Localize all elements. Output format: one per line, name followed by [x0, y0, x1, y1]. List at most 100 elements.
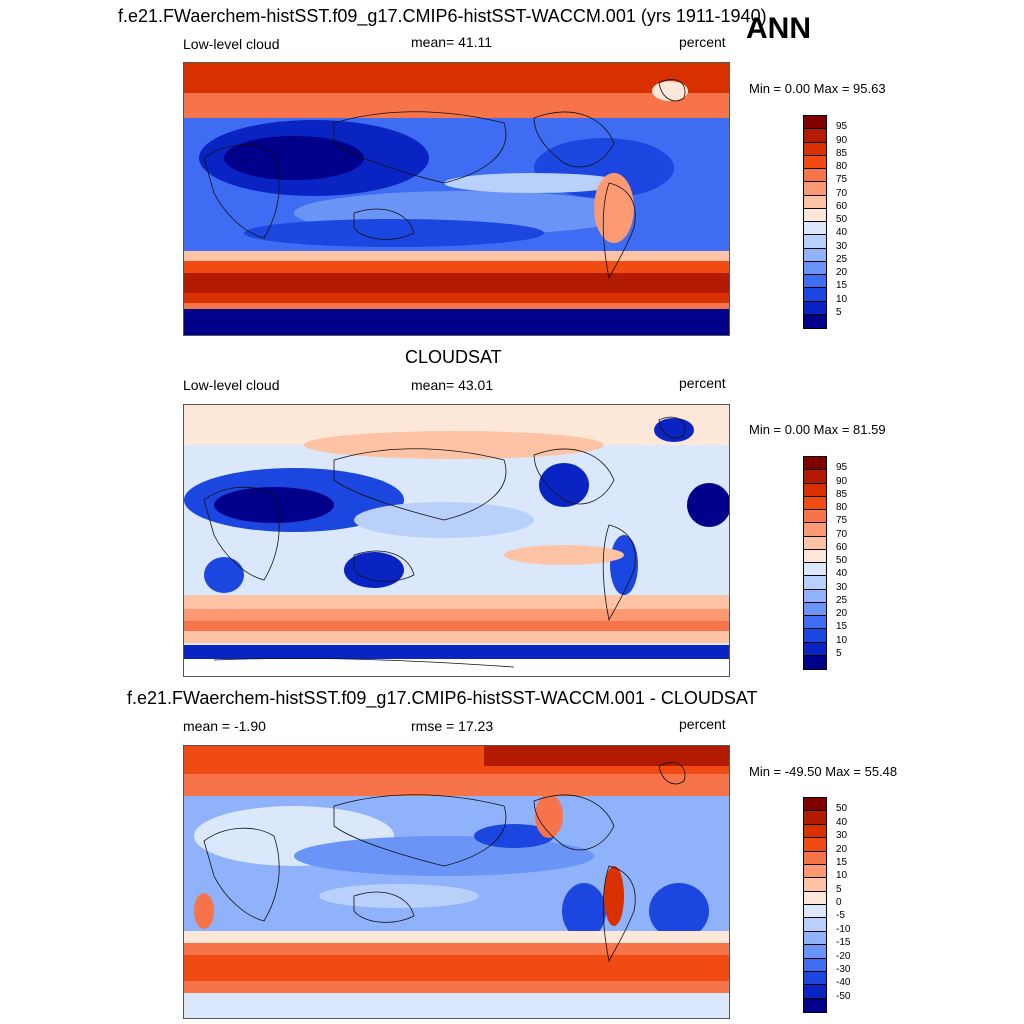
season-label: ANN [746, 12, 811, 45]
colorbar-swatch [804, 155, 826, 169]
colorbar-swatch [804, 642, 826, 656]
colorbar-swatch [804, 655, 826, 669]
colorbar-swatch [804, 222, 826, 236]
colorbar-swatch [804, 208, 826, 222]
colorbar-tick: 50 [836, 214, 848, 225]
colorbar-tick: 95 [836, 121, 848, 133]
colorbar-tick: 85 [836, 147, 848, 159]
colorbar-swatch [804, 918, 826, 932]
panel-model-title: f.e21.FWaerchem-histSST.f09_g17.CMIP6-hi… [118, 6, 767, 26]
colorbar-tick: -50 [836, 990, 851, 1002]
colorbar-swatch [804, 510, 826, 524]
panel-diff-colorbar [803, 797, 827, 1013]
colorbar-tick: 80 [836, 502, 848, 513]
colorbar-tick: 70 [836, 187, 848, 199]
panel-obs-colorbar-ticks: 95 90 85 80 75 70 60 50 40 30 25 20 15 1… [836, 456, 866, 668]
colorbar-tick: 25 [836, 594, 848, 606]
colorbar-swatch [804, 142, 826, 156]
colorbar-swatch [804, 457, 826, 471]
panel-obs-map [183, 404, 730, 677]
panel-diff-minmax: Min = -49.50 Max = 55.48 [749, 764, 898, 779]
panel-diff-title: f.e21.FWaerchem-histSST.f09_g17.CMIP6-hi… [127, 688, 758, 708]
colorbar-tick: -15 [836, 937, 851, 949]
colorbar-tick: 60 [836, 200, 848, 212]
colorbar-swatch [804, 248, 826, 262]
panel-obs-title: CLOUDSAT [405, 347, 502, 367]
colorbar-tick: -5 [836, 910, 845, 922]
colorbar-tick: 30 [836, 581, 848, 593]
colorbar-swatch [804, 549, 826, 563]
colorbar-tick: 30 [836, 830, 848, 842]
colorbar-swatch [804, 851, 826, 865]
colorbar-swatch [804, 958, 826, 972]
panel-model-minmax: Min = 0.00 Max = 95.63 [749, 81, 886, 96]
panel-diff-map [183, 745, 730, 1019]
panel-diff-mean: mean = -1.90 [183, 718, 266, 734]
colorbar-swatch [804, 496, 826, 510]
colorbar-swatch [804, 985, 826, 999]
colorbar-swatch [804, 931, 826, 946]
colorbar-tick: 15 [836, 621, 848, 633]
colorbar-tick: -30 [836, 963, 851, 975]
colorbar-swatch [804, 470, 826, 484]
colorbar-swatch [804, 945, 826, 959]
colorbar-swatch [804, 182, 826, 196]
panel-model-mean: mean= 41.11 [411, 34, 493, 50]
colorbar-tick: 90 [836, 475, 848, 487]
colorbar-swatch [804, 275, 826, 289]
colorbar-tick: 75 [836, 515, 848, 527]
colorbar-tick: 10 [836, 634, 848, 646]
colorbar-tick: 20 [836, 843, 848, 855]
panel-model-variable: Low-level cloud [183, 36, 280, 52]
colorbar-tick: 5 [836, 647, 842, 659]
colorbar-swatch [804, 798, 826, 812]
panel-obs-units: percent [679, 375, 726, 391]
colorbar-tick: 20 [836, 267, 848, 278]
colorbar-tick: 40 [836, 816, 848, 828]
panel-model-map [183, 62, 730, 336]
colorbar-tick: 20 [836, 608, 848, 619]
panel-obs-minmax: Min = 0.00 Max = 81.59 [749, 422, 886, 437]
colorbar-tick: 0 [836, 897, 842, 908]
colorbar-tick: 85 [836, 488, 848, 500]
colorbar-swatch [804, 864, 826, 879]
colorbar-swatch [804, 824, 826, 839]
colorbar-swatch [804, 261, 826, 275]
colorbar-swatch [804, 998, 826, 1012]
panel-model-units: percent [679, 34, 726, 50]
colorbar-tick: 15 [836, 856, 848, 868]
panel-model-colorbar-ticks: 95 90 85 80 75 70 60 50 40 30 25 20 15 1… [836, 115, 866, 327]
colorbar-swatch [804, 536, 826, 550]
colorbar-tick: -20 [836, 950, 851, 962]
colorbar-tick: 95 [836, 462, 848, 474]
colorbar-tick: 5 [836, 306, 842, 318]
colorbar-tick: -40 [836, 977, 851, 989]
colorbar-tick: 40 [836, 568, 848, 580]
colorbar-tick: 75 [836, 174, 848, 186]
colorbar-swatch [804, 129, 826, 143]
colorbar-swatch [804, 891, 826, 905]
colorbar-swatch [804, 116, 826, 130]
panel-obs-variable: Low-level cloud [183, 377, 280, 393]
colorbar-swatch [804, 811, 826, 825]
panel-diff-rmse: rmse = 17.23 [411, 718, 494, 734]
colorbar-tick: 80 [836, 161, 848, 172]
colorbar-tick: 25 [836, 253, 848, 265]
colorbar-swatch [804, 878, 826, 892]
colorbar-swatch [804, 195, 826, 209]
colorbar-tick: 50 [836, 555, 848, 566]
colorbar-tick: 70 [836, 528, 848, 540]
panel-model-colorbar [803, 115, 827, 329]
colorbar-swatch [804, 576, 826, 590]
colorbar-swatch [804, 314, 826, 328]
colorbar-tick: 30 [836, 240, 848, 252]
colorbar-tick: 60 [836, 541, 848, 553]
colorbar-tick: 10 [836, 293, 848, 305]
colorbar-tick: 90 [836, 134, 848, 146]
colorbar-tick: 40 [836, 227, 848, 239]
colorbar-swatch [804, 971, 826, 986]
colorbar-swatch [804, 838, 826, 852]
colorbar-swatch [804, 523, 826, 537]
colorbar-swatch [804, 602, 826, 616]
panel-obs-colorbar [803, 456, 827, 670]
